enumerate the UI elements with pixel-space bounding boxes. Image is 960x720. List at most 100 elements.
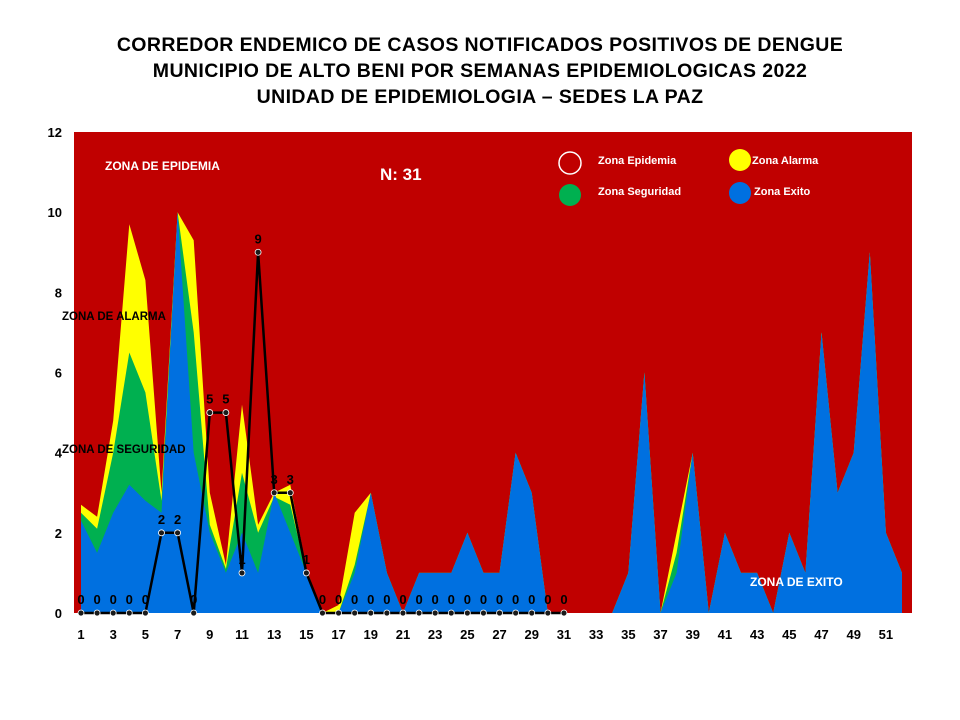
x-tick-label: 43 — [750, 627, 764, 642]
y-tick-label: 8 — [55, 285, 62, 300]
case-point — [109, 609, 117, 617]
case-point — [158, 529, 165, 537]
legend-label-zona-epidemia: Zona Epidemia — [598, 155, 677, 167]
x-tick-label: 5 — [142, 627, 149, 642]
case-data-label: 0 — [351, 592, 358, 607]
x-tick-label: 35 — [621, 627, 635, 642]
case-data-label: 0 — [383, 592, 390, 607]
x-tick-label: 21 — [396, 627, 410, 642]
case-point — [141, 609, 149, 617]
case-point — [222, 409, 230, 416]
case-data-label: 0 — [528, 592, 535, 607]
x-tick-label: 11 — [235, 627, 249, 642]
case-point — [367, 609, 375, 617]
y-tick-label: 2 — [55, 526, 62, 541]
case-point — [254, 248, 262, 256]
x-tick-label: 23 — [428, 627, 442, 642]
x-tick-label: 41 — [718, 627, 732, 642]
case-data-label: 0 — [399, 592, 406, 607]
case-point — [77, 609, 85, 617]
zona-seguridad-label: ZONA DE SEGURIDAD — [62, 444, 186, 456]
x-tick-label: 15 — [299, 627, 313, 642]
x-tick-label: 49 — [846, 627, 860, 642]
x-tick-label: 17 — [331, 627, 345, 642]
case-data-label: 1 — [238, 552, 245, 567]
x-tick-label: 25 — [460, 627, 474, 642]
legend-label-zona-seguridad: Zona Seguridad — [598, 186, 681, 198]
case-point — [399, 609, 407, 617]
x-tick-label: 31 — [557, 627, 571, 642]
zona-exito-area — [81, 212, 902, 613]
case-point — [93, 609, 101, 617]
y-tick-label: 4 — [55, 446, 63, 461]
case-point — [544, 609, 552, 617]
case-point — [125, 609, 133, 617]
case-point — [206, 409, 214, 416]
legend-marker-zona-alarma — [729, 149, 751, 171]
zona-epidemia-label: ZONA DE EPIDEMIA — [105, 159, 220, 173]
case-data-label: 0 — [464, 592, 471, 607]
legend-label-zona-exito: Zona Exito — [754, 186, 811, 198]
case-point — [174, 529, 181, 537]
case-data-label: 0 — [335, 592, 342, 607]
legend-marker-zona-epidemia — [558, 151, 582, 175]
case-data-label: 2 — [158, 512, 165, 527]
case-point — [431, 609, 439, 617]
y-tick-label: 6 — [55, 366, 62, 381]
zona-alarma-label: ZONA DE ALARMA — [62, 311, 166, 323]
case-point — [302, 569, 310, 577]
legend-marker-zona-exito — [729, 182, 751, 204]
case-data-label: 9 — [254, 231, 261, 246]
x-tick-label: 13 — [267, 627, 281, 642]
x-tick-label: 45 — [782, 627, 796, 642]
x-tick-label: 27 — [492, 627, 506, 642]
legend-marker-zona-seguridad — [559, 184, 581, 206]
x-tick-label: 3 — [110, 627, 117, 642]
case-point — [496, 609, 503, 617]
case-point — [335, 609, 342, 617]
case-data-label: 0 — [496, 592, 503, 607]
case-point — [463, 609, 471, 617]
case-point — [560, 609, 568, 617]
case-data-label: 0 — [77, 592, 84, 607]
case-data-label: 0 — [110, 592, 117, 607]
case-data-label: 0 — [415, 592, 422, 607]
case-point — [190, 609, 198, 617]
n-total-label: N: 31 — [380, 165, 422, 184]
chart-title-line-2: MUNICIPIO DE ALTO BENI POR SEMANAS EPIDE… — [152, 60, 808, 82]
case-point — [383, 609, 391, 617]
x-tick-label: 29 — [525, 627, 539, 642]
case-data-label: 0 — [190, 592, 197, 607]
x-tick-label: 51 — [879, 627, 893, 642]
x-tick-label: 39 — [685, 627, 699, 642]
x-tick-label: 33 — [589, 627, 603, 642]
case-data-label: 2 — [174, 512, 181, 527]
case-point — [351, 609, 359, 617]
case-data-label: 0 — [126, 592, 133, 607]
x-tick-label: 1 — [77, 627, 84, 642]
case-data-label: 0 — [319, 592, 326, 607]
case-data-label: 0 — [367, 592, 374, 607]
y-tick-label: 10 — [48, 205, 62, 220]
case-point — [447, 609, 455, 617]
x-tick-label: 19 — [364, 627, 378, 642]
case-data-label: 0 — [142, 592, 149, 607]
zona-exito-label: ZONA DE EXITO — [750, 575, 843, 589]
chart-title-line-1: CORREDOR ENDEMICO DE CASOS NOTIFICADOS P… — [116, 34, 844, 56]
case-point — [415, 609, 423, 617]
case-point — [319, 609, 326, 617]
case-data-label: 0 — [512, 592, 519, 607]
case-point — [480, 609, 487, 617]
y-tick-label: 12 — [48, 125, 62, 140]
case-data-label: 3 — [271, 472, 278, 487]
case-data-label: 0 — [448, 592, 455, 607]
case-data-label: 3 — [287, 472, 294, 487]
case-data-label: 0 — [93, 592, 100, 607]
case-data-label: 5 — [222, 392, 229, 407]
x-tick-label: 47 — [814, 627, 828, 642]
case-data-label: 5 — [206, 392, 213, 407]
case-data-label: 0 — [560, 592, 567, 607]
case-point — [286, 489, 294, 497]
x-tick-label: 37 — [653, 627, 667, 642]
